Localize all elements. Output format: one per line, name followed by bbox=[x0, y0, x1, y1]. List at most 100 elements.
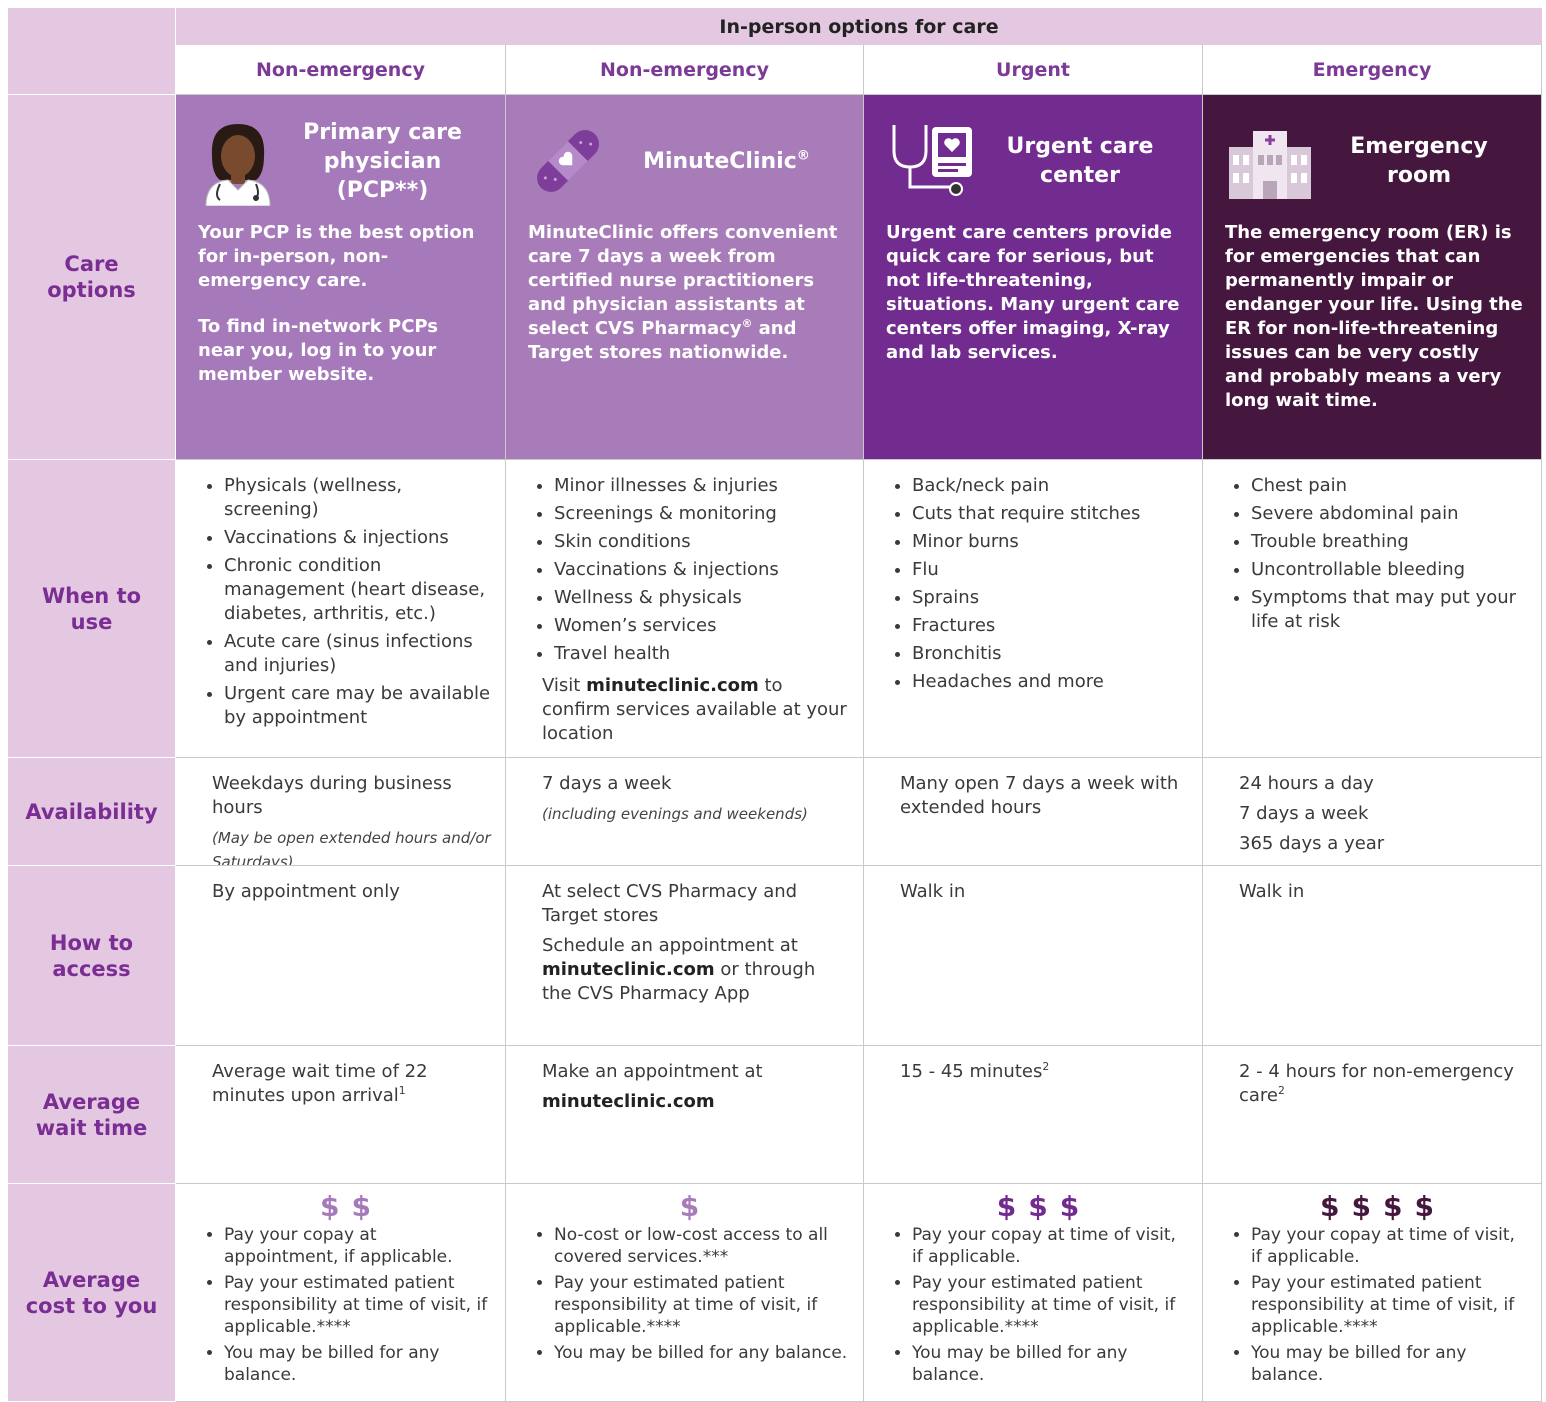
bullet-item: Vaccinations & injections bbox=[224, 526, 491, 550]
superscript: 2 bbox=[1278, 1084, 1285, 1097]
wait-cell: Average wait time of 22 minutes upon arr… bbox=[176, 1046, 506, 1184]
text: Pay your estimated patient responsibilit… bbox=[224, 1273, 488, 1337]
paragraph: 2 - 4 hours for non-emergency care2 bbox=[1239, 1060, 1527, 1108]
header-title: In-person options for care bbox=[719, 15, 999, 38]
bullet-item: Trouble breathing bbox=[1251, 530, 1527, 554]
text: You may be billed for any balance. bbox=[912, 1343, 1128, 1385]
care-level: Non-emergency bbox=[600, 58, 769, 81]
description: Your PCP is the best option for in-perso… bbox=[198, 221, 487, 293]
cost-symbol: $ bbox=[679, 1190, 712, 1223]
paragraph: minuteclinic.com bbox=[542, 1090, 849, 1114]
row-label-cell: Average cost to you bbox=[8, 1184, 176, 1402]
bullet-item: Physicals (wellness, screening) bbox=[224, 474, 491, 522]
text: No-cost or low-cost access to all covere… bbox=[554, 1225, 828, 1267]
bullet-item: You may be billed for any balance. bbox=[912, 1342, 1188, 1386]
when-to-use-cell: Minor illnesses & injuries Screenings & m… bbox=[506, 460, 864, 758]
text: Pay your copay at time of visit, if appl… bbox=[1251, 1225, 1515, 1267]
care-name-text: Emergency room bbox=[1350, 134, 1488, 188]
text: Average wait time of 22 minutes upon arr… bbox=[212, 1061, 428, 1106]
text: Fractures bbox=[912, 615, 996, 636]
text: Trouble breathing bbox=[1251, 531, 1409, 552]
bullet-list: Chest pain Severe abdominal pain Trouble b… bbox=[1239, 474, 1527, 634]
bold-text: minuteclinic.com bbox=[542, 1091, 715, 1112]
care-level: Urgent bbox=[996, 58, 1070, 81]
text: Travel health bbox=[554, 643, 671, 664]
paragraph: 7 days a week bbox=[1239, 802, 1527, 826]
access-cell: Walk in bbox=[864, 866, 1203, 1046]
cost-symbol: $ bbox=[1028, 1190, 1060, 1223]
paragraph: Visit minuteclinic.com to confirm servic… bbox=[542, 674, 849, 746]
text: Uncontrollable bleeding bbox=[1251, 559, 1466, 580]
care-name-text: Urgent care center bbox=[1006, 134, 1154, 188]
bullet-item: Flu bbox=[912, 558, 1188, 582]
bullet-item: Women’s services bbox=[554, 614, 849, 638]
paragraph: 365 days a year bbox=[1239, 832, 1527, 856]
text: Minor burns bbox=[912, 531, 1019, 552]
row-label-cell: Availability bbox=[8, 758, 176, 866]
text: Weekdays during business hours bbox=[212, 773, 452, 818]
text: or through the CVS Pharmacy App bbox=[542, 959, 816, 1004]
text: and Target stores nationwide. bbox=[528, 318, 797, 363]
cost-level: $$$ bbox=[900, 1192, 1188, 1222]
text: Symptoms that may put your life at risk bbox=[1251, 587, 1517, 632]
care-heading: Emergency room bbox=[1225, 111, 1523, 211]
bullet-list: Pay your copay at appointment, if applic… bbox=[212, 1224, 491, 1386]
text: 365 days a year bbox=[1239, 833, 1385, 854]
description: MinuteClinic offers convenient care 7 da… bbox=[528, 221, 845, 365]
text: Chest pain bbox=[1251, 475, 1348, 496]
text: Wellness & physicals bbox=[554, 587, 742, 608]
bullet-list: Pay your copay at time of visit, if appl… bbox=[1239, 1224, 1527, 1386]
paragraph: At select CVS Pharmacy and Target stores bbox=[542, 880, 849, 928]
bullet-item: Fractures bbox=[912, 614, 1188, 638]
text: to confirm services available at your lo… bbox=[542, 675, 847, 744]
text: Visit bbox=[542, 675, 587, 696]
level-cell: Urgent bbox=[864, 45, 1203, 95]
paragraph: 7 days a week bbox=[542, 772, 849, 796]
text: Back/neck pain bbox=[912, 475, 1050, 496]
cost-symbol: $ bbox=[351, 1190, 383, 1223]
availability-cell: 24 hours a day 7 days a week 365 days a ye… bbox=[1203, 758, 1542, 866]
paragraph: Weekdays during business hours bbox=[212, 772, 491, 820]
hospital-icon bbox=[1229, 131, 1311, 199]
paragraph: Walk in bbox=[900, 880, 1188, 904]
bullet-item: Minor burns bbox=[912, 530, 1188, 554]
note: (May be open extended hours and/or Satur… bbox=[212, 829, 491, 866]
row-label-cell: Care options bbox=[8, 95, 176, 460]
text: Pay your estimated patient responsibilit… bbox=[554, 1273, 818, 1337]
bullet-list: Minor illnesses & injuries Screenings & m… bbox=[542, 474, 849, 666]
care-name: MinuteClinic® bbox=[608, 147, 845, 176]
cost-cell: $No-cost or low-cost access to all cover… bbox=[506, 1184, 864, 1402]
bullet-item: Cuts that require stitches bbox=[912, 502, 1188, 526]
cost-cell: $$$$Pay your copay at time of visit, if … bbox=[1203, 1184, 1542, 1402]
text: Walk in bbox=[900, 881, 966, 902]
text: Skin conditions bbox=[554, 531, 691, 552]
row-label: How to access bbox=[49, 930, 134, 981]
text: You may be billed for any balance. bbox=[554, 1343, 848, 1363]
bullet-item: Urgent care may be available by appointm… bbox=[224, 682, 491, 730]
bullet-item: Skin conditions bbox=[554, 530, 849, 554]
row-label: Average cost to you bbox=[25, 1267, 158, 1318]
bullet-list: Pay your copay at time of visit, if appl… bbox=[900, 1224, 1188, 1386]
bullet-item: Bronchitis bbox=[912, 642, 1188, 666]
paragraph: By appointment only bbox=[212, 880, 491, 904]
wait-cell: 15 - 45 minutes2 bbox=[864, 1046, 1203, 1184]
bullet-list: Physicals (wellness, screening) Vaccinati… bbox=[212, 474, 491, 730]
care-option-cell: Emergency room The emergency room (ER) is… bbox=[1203, 95, 1542, 460]
availability-cell: 7 days a week (including evenings and wee… bbox=[506, 758, 864, 866]
level-cell: Emergency bbox=[1203, 45, 1542, 95]
text: Severe abdominal pain bbox=[1251, 503, 1459, 524]
row-label: Care options bbox=[47, 252, 136, 302]
availability-cell: Weekdays during business hours (May be op… bbox=[176, 758, 506, 866]
bullet-list: No-cost or low-cost access to all covere… bbox=[542, 1224, 849, 1364]
text: The emergency room (ER) is for emergenci… bbox=[1225, 222, 1523, 411]
care-name: Primary care physician (PCP**) bbox=[278, 118, 487, 205]
wait-cell: 2 - 4 hours for non-emergency care2 bbox=[1203, 1046, 1542, 1184]
bullet-item: Vaccinations & injections bbox=[554, 558, 849, 582]
when-to-use-cell: Physicals (wellness, screening) Vaccinati… bbox=[176, 460, 506, 758]
care-option-cell: Primary care physician (PCP**) Your PCP i… bbox=[176, 95, 506, 460]
when-to-use-cell: Chest pain Severe abdominal pain Trouble b… bbox=[1203, 460, 1542, 758]
text: Many open 7 days a week with extended ho… bbox=[900, 773, 1179, 818]
row-label-cell: How to access bbox=[8, 866, 176, 1046]
text: Screenings & monitoring bbox=[554, 503, 777, 524]
bullet-list: Back/neck pain Cuts that require stitches… bbox=[900, 474, 1188, 694]
